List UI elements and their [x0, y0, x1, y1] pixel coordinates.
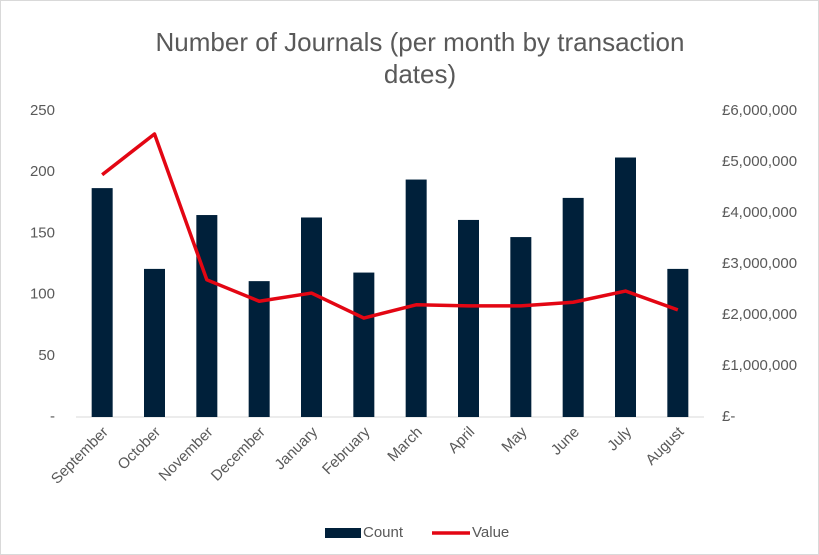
- x-tick-label: July: [604, 423, 635, 454]
- y-tick-label: 200: [30, 163, 55, 180]
- x-tick-label: May: [498, 423, 530, 455]
- legend-label: Value: [472, 524, 509, 541]
- x-tick-label: September: [48, 424, 112, 488]
- y-tick-label: -: [50, 408, 55, 425]
- x-tick-label: January: [271, 423, 321, 473]
- bar: [144, 268, 165, 417]
- bar: [196, 215, 218, 417]
- y2-tick-label: £-: [722, 408, 735, 425]
- bar: [301, 217, 322, 417]
- legend-label: Count: [363, 524, 404, 541]
- x-tick-label: April: [445, 424, 478, 457]
- chart-title: Number of Journals (per month by transac…: [155, 27, 685, 89]
- x-tick-label: August: [642, 423, 688, 469]
- bar: [248, 281, 270, 417]
- y2-tick-label: £5,000,000: [722, 153, 797, 170]
- x-tick-label: December: [208, 424, 269, 485]
- bar: [615, 157, 636, 417]
- bar: [562, 197, 584, 417]
- y2-tick-label: £6,000,000: [722, 102, 797, 119]
- x-tick-label: February: [319, 423, 374, 478]
- bar: [91, 188, 113, 417]
- y2-tick-label: £4,000,000: [722, 204, 797, 221]
- legend-swatch: [325, 528, 361, 538]
- bar: [667, 268, 689, 417]
- y2-tick-label: £2,000,000: [722, 306, 797, 323]
- y-tick-label: 250: [30, 102, 55, 119]
- bar: [510, 237, 532, 417]
- bar: [458, 219, 479, 417]
- x-tick-label: November: [156, 424, 217, 485]
- y2-tick-label: £1,000,000: [722, 357, 797, 374]
- y-tick-label: 100: [30, 286, 55, 303]
- line: [101, 132, 679, 320]
- bar: [353, 272, 375, 417]
- bar: [405, 179, 427, 417]
- y2-tick-label: £3,000,000: [722, 255, 797, 272]
- x-tick-label: October: [114, 424, 164, 474]
- x-tick-label: June: [548, 424, 583, 459]
- y-tick-label: 150: [30, 224, 55, 241]
- x-tick-label: March: [384, 424, 425, 465]
- y-tick-label: 50: [38, 347, 55, 364]
